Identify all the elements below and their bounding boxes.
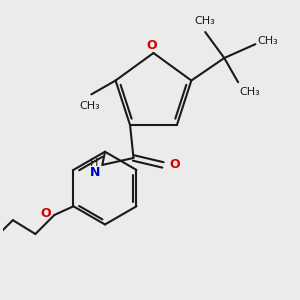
Text: O: O — [169, 158, 180, 171]
Text: CH₃: CH₃ — [257, 36, 278, 46]
Text: CH₃: CH₃ — [79, 100, 100, 111]
Text: H: H — [90, 158, 98, 168]
Text: CH₃: CH₃ — [240, 88, 261, 98]
Text: N: N — [90, 166, 100, 179]
Text: O: O — [40, 207, 51, 220]
Text: CH₃: CH₃ — [195, 16, 216, 26]
Text: O: O — [146, 39, 157, 52]
